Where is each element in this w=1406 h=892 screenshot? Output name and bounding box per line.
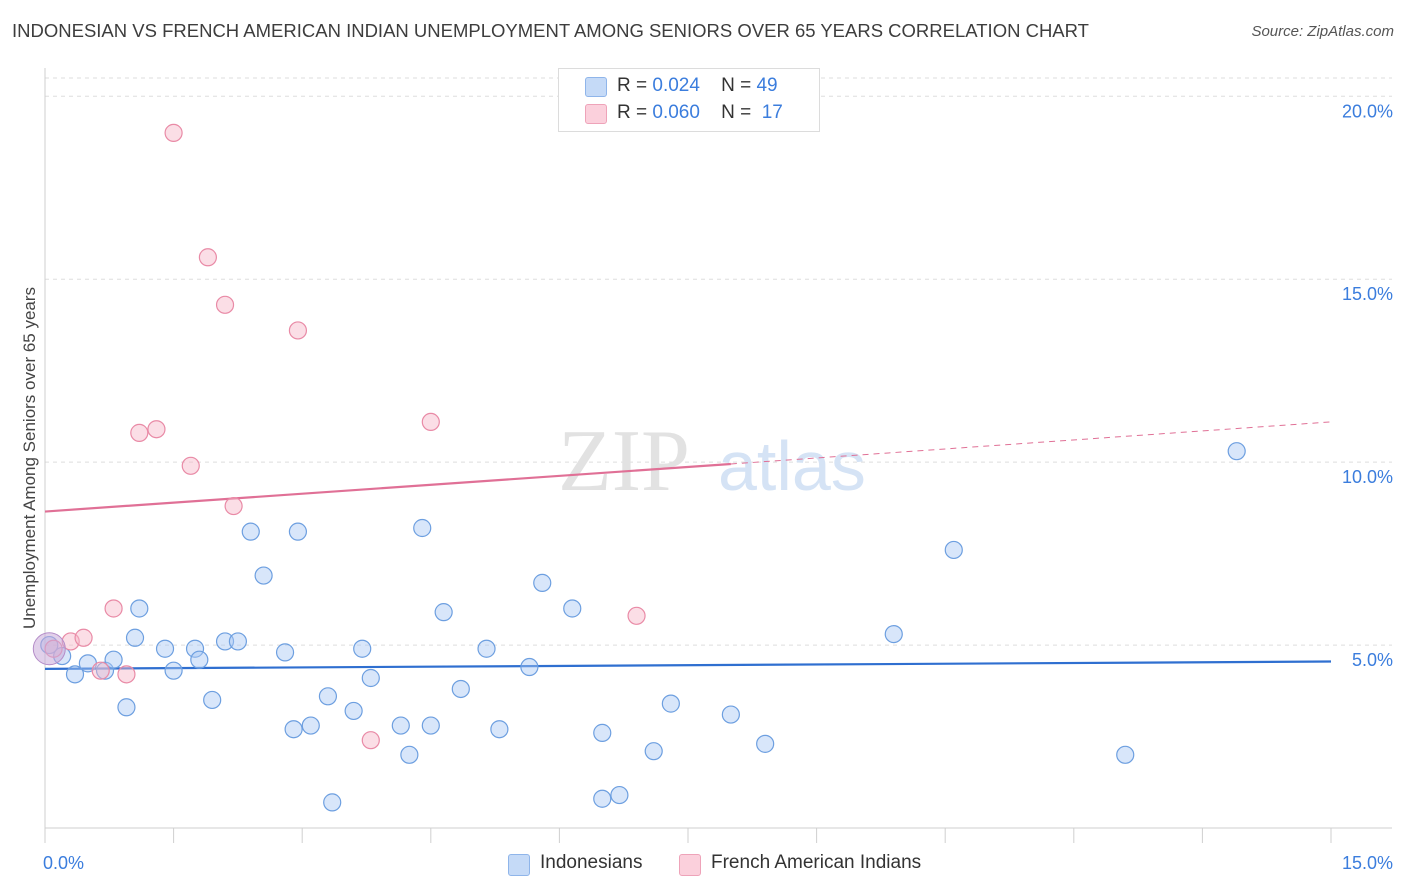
data-point-french-american-indians bbox=[130, 423, 149, 442]
data-point-indonesians bbox=[301, 716, 320, 735]
data-point-indonesians bbox=[361, 668, 380, 688]
data-point-french-american-indians bbox=[74, 628, 93, 647]
data-point-indonesians bbox=[130, 599, 149, 618]
data-point-indonesians bbox=[228, 632, 247, 651]
data-point-indonesians bbox=[344, 701, 363, 721]
data-point-indonesians bbox=[644, 742, 663, 761]
watermark-zip: ZIP bbox=[558, 413, 690, 510]
y-tick-label: 20.0% bbox=[1342, 101, 1393, 121]
data-point-indonesians bbox=[451, 679, 470, 699]
legend-label: Indonesians bbox=[540, 852, 643, 873]
data-point-french-american-indians bbox=[421, 412, 440, 432]
data-point-indonesians bbox=[190, 650, 209, 669]
data-point-indonesians bbox=[117, 698, 136, 717]
trend-line bbox=[44, 462, 731, 513]
data-point-indonesians bbox=[391, 716, 410, 735]
legend-n-value: 49 bbox=[756, 75, 778, 96]
legend-n-value: 17 bbox=[761, 102, 783, 123]
legend-r-label: R = bbox=[617, 102, 648, 123]
points-layer bbox=[32, 123, 1246, 812]
data-point-indonesians bbox=[65, 665, 85, 684]
data-point-french-american-indians bbox=[198, 248, 217, 267]
data-point-indonesians bbox=[884, 624, 903, 644]
data-point-indonesians bbox=[413, 518, 432, 538]
data-point-french-american-indians bbox=[627, 606, 646, 625]
data-point-indonesians bbox=[563, 599, 582, 618]
trend-layer bbox=[44, 421, 1332, 670]
legend-label: French American Indians bbox=[711, 852, 922, 873]
data-point-french-american-indians bbox=[224, 496, 243, 516]
data-point-indonesians bbox=[323, 793, 342, 812]
y-tick-label: 5.0% bbox=[1352, 650, 1393, 670]
data-point-indonesians bbox=[275, 643, 295, 662]
data-point-indonesians bbox=[434, 603, 453, 622]
data-point-indonesians bbox=[400, 745, 419, 764]
data-point-indonesians bbox=[520, 657, 539, 677]
x-tick-label: 15.0% bbox=[1342, 853, 1393, 873]
data-point-indonesians bbox=[490, 720, 509, 739]
y-axis-label: Unemployment Among Seniors over 65 years bbox=[20, 287, 39, 629]
data-point-french-american-indians bbox=[104, 599, 123, 618]
data-point-french-american-indians bbox=[91, 661, 110, 680]
data-point-indonesians bbox=[125, 628, 145, 647]
data-point-indonesians bbox=[661, 694, 680, 713]
source-credit: Source: ZipAtlas.com bbox=[1251, 23, 1394, 40]
data-point-indonesians bbox=[477, 639, 496, 658]
data-point-indonesians bbox=[533, 573, 552, 592]
watermark-atlas: atlas bbox=[718, 427, 866, 505]
data-point-indonesians bbox=[254, 566, 273, 585]
data-point-french-american-indians bbox=[164, 123, 183, 142]
tick-label-layer: 5.0% 10.0% 15.0% 20.0% 0.0% 15.0% bbox=[43, 101, 1393, 873]
data-point-indonesians bbox=[944, 540, 963, 560]
data-point-indonesians bbox=[756, 734, 775, 753]
legend-swatch-blue bbox=[508, 854, 530, 876]
trend-line bbox=[730, 421, 1332, 465]
legend-n-label: N = bbox=[721, 102, 752, 123]
data-point-cluster bbox=[32, 632, 66, 666]
data-point-indonesians bbox=[593, 723, 612, 742]
data-point-indonesians bbox=[353, 639, 372, 658]
data-point-french-american-indians bbox=[215, 295, 235, 314]
data-point-indonesians bbox=[1227, 442, 1246, 461]
data-point-french-american-indians bbox=[181, 456, 200, 475]
data-point-indonesians bbox=[421, 716, 440, 735]
legend-swatch-blue bbox=[585, 77, 607, 97]
data-point-french-american-indians bbox=[117, 665, 136, 684]
x-tick-label: 0.0% bbox=[43, 853, 84, 873]
data-point-indonesians bbox=[610, 785, 629, 805]
axis-layer bbox=[44, 68, 1392, 843]
data-point-indonesians bbox=[155, 639, 175, 658]
data-point-indonesians bbox=[104, 650, 123, 669]
data-point-indonesians bbox=[721, 705, 740, 724]
correlation-legend: R = 0.024 N = 49 R = 0.060 N = 17 bbox=[558, 68, 820, 132]
legend-swatch-pink bbox=[679, 854, 701, 876]
legend-r-value: 0.024 bbox=[652, 75, 700, 96]
legend-r-value: 0.060 bbox=[652, 102, 700, 123]
legend-n-label: N = bbox=[721, 75, 752, 96]
data-point-indonesians bbox=[241, 522, 260, 541]
data-point-indonesians bbox=[593, 789, 612, 808]
data-point-indonesians bbox=[288, 522, 308, 541]
legend-r-label: R = bbox=[617, 75, 648, 96]
data-point-french-american-indians bbox=[361, 731, 380, 750]
data-point-indonesians bbox=[164, 661, 183, 680]
data-point-indonesians bbox=[215, 632, 235, 651]
trend-line bbox=[44, 660, 1332, 670]
data-point-indonesians bbox=[185, 639, 205, 658]
data-point-french-american-indians bbox=[288, 321, 308, 340]
data-point-indonesians bbox=[284, 720, 303, 739]
data-point-indonesians bbox=[318, 687, 338, 706]
data-point-indonesians bbox=[1116, 745, 1135, 764]
y-tick-label: 15.0% bbox=[1342, 284, 1393, 304]
grid-layer bbox=[45, 77, 1392, 646]
data-point-french-american-indians bbox=[147, 420, 166, 439]
data-point-indonesians bbox=[203, 690, 222, 710]
y-tick-label: 10.0% bbox=[1342, 467, 1393, 487]
chart-title: INDONESIAN VS FRENCH AMERICAN INDIAN UNE… bbox=[12, 20, 1089, 41]
legend-swatch-pink bbox=[585, 104, 607, 124]
